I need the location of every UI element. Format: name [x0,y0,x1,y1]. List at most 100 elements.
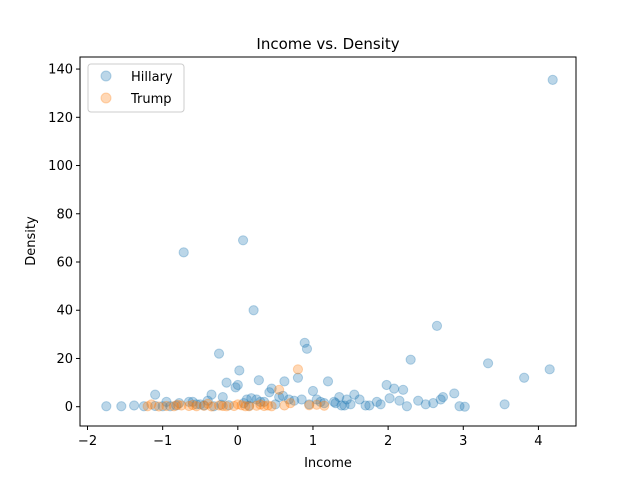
point-hillary [150,389,161,400]
point-hillary [292,372,304,383]
y-axis: 0 20 40 60 80 100 120 140 [48,63,80,415]
point-hillary [431,320,443,332]
point-hillary [230,382,241,393]
x-tick-label: 0 [234,434,242,449]
point-hillary [213,348,225,359]
point-trump [161,400,172,412]
point-hillary [223,400,234,411]
y-axis-label: Density [24,216,39,266]
series-layer [101,74,558,412]
point-trump [255,399,266,410]
point-hillary [307,385,319,397]
legend-marker-hillary [100,70,112,82]
point-trump [251,400,262,411]
point-hillary [459,401,470,412]
legend: Hillary Trump [87,63,185,113]
point-hillary [328,396,340,407]
point-trump [266,401,277,412]
point-hillary [375,399,386,410]
point-hillary [371,396,382,407]
point-trump [274,384,285,395]
point-hillary [394,395,405,406]
point-hillary [255,396,266,407]
point-trump [262,400,273,411]
point-hillary [253,375,264,386]
plot-area [79,56,577,427]
x-tick-label: −2 [78,434,97,449]
point-hillary [161,396,172,407]
point-hillary [301,343,313,354]
point-hillary [274,391,285,403]
point-hillary [381,379,392,391]
x-tick-label: 2 [384,434,392,449]
point-hillary [238,397,249,409]
point-hillary [116,401,127,412]
point-hillary [246,393,257,404]
point-hillary [364,400,375,411]
point-trump [146,399,157,410]
point-hillary [398,384,409,395]
point-trump [232,399,243,410]
point-hillary [345,399,356,410]
x-tick-label: −1 [153,434,172,449]
plot-frame [79,56,577,427]
point-hillary [129,400,140,411]
point-hillary [315,396,326,407]
point-trump [213,400,225,411]
point-hillary [437,391,449,403]
x-tick-label: 4 [534,434,542,449]
point-hillary [208,401,219,412]
point-hillary [349,389,360,400]
point-hillary [289,395,300,406]
point-trump [292,364,304,375]
point-hillary [330,397,341,409]
series-hillary [101,74,558,412]
point-hillary [428,397,439,409]
point-hillary [454,401,465,412]
point-hillary [270,399,281,410]
point-trump [168,401,180,412]
point-trump [236,400,247,411]
point-hillary [384,393,395,404]
point-hillary [420,399,431,410]
point-hillary [339,400,350,411]
point-hillary [243,400,255,411]
point-hillary [171,400,182,411]
point-hillary [544,364,555,375]
point-hillary [277,390,289,401]
point-hillary [191,399,202,410]
point-trump [187,399,198,411]
point-hillary [234,365,245,376]
chart-title: Income vs. Density [256,35,399,53]
point-hillary [319,397,330,409]
point-trump [240,401,251,412]
y-tick-label: 100 [48,159,73,174]
point-hillary [264,387,275,398]
point-hillary [389,383,400,394]
y-tick-label: 40 [56,304,73,319]
point-hillary [195,399,206,410]
point-hillary [354,394,365,405]
point-hillary [283,394,295,405]
y-tick-label: 80 [56,207,73,222]
point-hillary [174,397,185,409]
y-tick-label: 120 [48,111,73,126]
point-hillary [413,395,424,406]
point-hillary [449,388,460,399]
point-hillary [178,247,189,258]
point-hillary [311,394,322,405]
point-hillary [232,379,243,391]
legend-marker-trump [100,92,112,104]
point-hillary [299,337,310,348]
point-trump [228,400,240,412]
point-hillary [157,401,168,412]
point-hillary [259,396,270,407]
point-hillary [499,399,510,410]
point-hillary [206,389,217,400]
y-tick-label: 140 [48,63,73,78]
point-trump [176,400,187,411]
point-hillary [165,401,176,412]
point-hillary [435,394,446,405]
point-hillary [183,396,195,407]
y-tick-label: 0 [65,400,73,415]
